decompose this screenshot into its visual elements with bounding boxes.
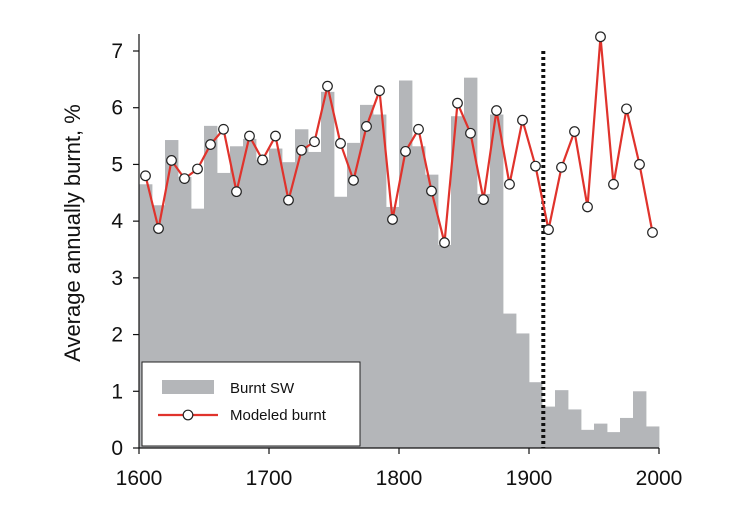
point-1975 <box>621 103 632 115</box>
x-ticks: 1600 1700 1800 1900 2000 <box>116 448 683 490</box>
x-tick-label-1600: 1600 <box>116 467 163 490</box>
y-tick-label-3: 3 <box>111 267 123 290</box>
bar-1910 <box>542 406 556 448</box>
point-1865 <box>478 194 489 205</box>
point-1775 <box>361 121 372 132</box>
y-tick-label-4: 4 <box>111 210 123 233</box>
point-1905 <box>530 160 541 172</box>
bar-1920 <box>555 390 569 448</box>
point-1675 <box>231 186 242 198</box>
bar-1800 <box>399 80 413 449</box>
y-tick-label-1: 1 <box>111 380 123 403</box>
point-1915 <box>543 224 554 236</box>
bar-1840 <box>451 116 465 448</box>
bar-1820 <box>425 174 439 448</box>
point-1695 <box>257 154 268 166</box>
x-tick-label-1800: 1800 <box>376 467 423 490</box>
point-1645 <box>192 163 203 175</box>
point-1785 <box>374 85 385 97</box>
x-tick-label-2000: 2000 <box>636 467 683 490</box>
point-1985 <box>634 159 645 170</box>
bar-1810 <box>412 146 426 448</box>
bar-1980 <box>633 391 647 448</box>
bar-1870 <box>490 114 504 449</box>
point-1735 <box>309 136 320 148</box>
point-1795 <box>387 214 398 225</box>
axes: 0 1 2 3 4 5 6 7 1600 1700 1800 1900 2000 <box>111 34 682 490</box>
point-1705 <box>270 130 281 142</box>
bar-1950 <box>594 423 608 448</box>
point-1635 <box>179 173 190 185</box>
point-1945 <box>582 201 593 213</box>
point-1665 <box>218 123 229 135</box>
x-tick-label-1700: 1700 <box>246 467 293 490</box>
point-1815 <box>413 123 424 135</box>
point-1625 <box>166 155 177 166</box>
modeled-burnt-line <box>144 35 654 244</box>
point-1845 <box>452 97 463 109</box>
point-1895 <box>517 114 528 126</box>
y-ticks: 0 1 2 3 4 5 6 7 <box>111 40 139 460</box>
y-axis-title: Average annually burnt, % <box>60 104 85 362</box>
legend: Burnt SW Modeled burnt <box>141 361 361 447</box>
x-tick-label-1900: 1900 <box>506 467 553 490</box>
point-1805 <box>400 145 411 157</box>
bar-1740 <box>321 91 335 448</box>
bar-1830 <box>438 244 452 448</box>
point-1995 <box>647 227 658 238</box>
line-series-modeled-burnt <box>140 31 658 249</box>
bar-1780 <box>373 114 387 449</box>
legend-label-burnt-sw: Burnt SW <box>230 380 295 397</box>
y-tick-label-2: 2 <box>111 324 123 347</box>
point-1875 <box>491 105 502 116</box>
point-1885 <box>504 178 515 190</box>
bar-1860 <box>477 193 491 448</box>
bar-1990 <box>646 426 660 448</box>
point-1605 <box>140 170 151 182</box>
bar-1890 <box>516 333 530 448</box>
point-1715 <box>283 194 294 206</box>
bar-1970 <box>620 417 634 448</box>
point-1935 <box>569 126 580 137</box>
point-1655 <box>205 139 216 150</box>
bar-1930 <box>568 409 582 448</box>
point-1615 <box>153 223 164 234</box>
legend-box <box>141 361 361 447</box>
y-tick-label-5: 5 <box>111 153 123 176</box>
point-1925 <box>556 161 567 173</box>
point-1685 <box>244 130 255 142</box>
bar-1960 <box>607 432 621 448</box>
y-tick-label-0: 0 <box>111 437 123 460</box>
bar-1900 <box>529 382 543 448</box>
y-tick-label-6: 6 <box>111 97 123 120</box>
legend-swatch-burnt-sw <box>162 380 214 394</box>
point-1725 <box>296 144 307 156</box>
y-tick-label-7: 7 <box>111 40 123 63</box>
point-1825 <box>426 185 437 197</box>
bar-1880 <box>503 313 517 448</box>
point-1765 <box>348 174 359 186</box>
bar-1770 <box>360 104 374 448</box>
point-1855 <box>465 127 476 139</box>
point-1965 <box>608 178 619 190</box>
bar-1790 <box>386 206 400 448</box>
point-1955 <box>595 31 606 43</box>
legend-label-modeled-burnt: Modeled burnt <box>230 407 327 424</box>
modeled-burnt-markers <box>140 31 658 249</box>
legend-swatch-modeled-burnt-marker <box>182 409 194 421</box>
bar-1850 <box>464 77 478 449</box>
point-1755 <box>335 138 346 149</box>
bar-1940 <box>581 429 595 448</box>
point-1835 <box>439 237 450 249</box>
point-1745 <box>322 80 333 92</box>
